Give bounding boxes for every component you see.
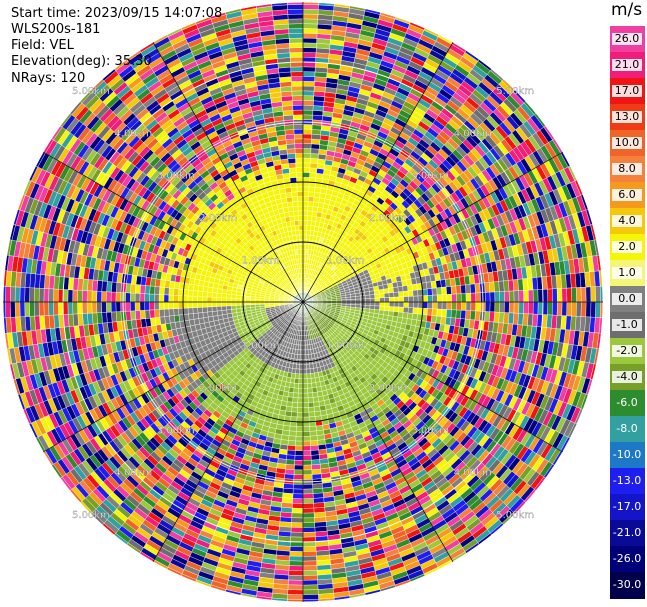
azimuth-spoke	[43, 301, 304, 453]
colorbar-tick-label: 4.0	[612, 215, 642, 227]
colorbar-cell	[610, 546, 645, 573]
azimuth-spoke	[302, 301, 563, 453]
range-label: 3.00km	[411, 425, 449, 436]
colorbar-cell	[610, 494, 645, 521]
range-label: 2.00km	[369, 213, 407, 224]
colorbar-tick-label: 17.0	[612, 85, 642, 97]
elevation-label: Elevation(deg): 35.30	[11, 54, 152, 69]
range-label: 5.00km	[496, 510, 534, 521]
field-label: Field: VEL	[11, 38, 74, 53]
azimuth-spoke	[302, 42, 454, 303]
range-label: 1.00km	[327, 340, 365, 351]
range-label: 5.00km	[72, 510, 110, 521]
colorbar-cell	[610, 416, 645, 443]
range-label: 2.00km	[199, 213, 237, 224]
range-label: 5.00km	[496, 86, 534, 97]
range-label: 4.00km	[454, 128, 492, 139]
range-labels: 1.00km 1.00km 1.00km 1.00km 2.00km 2.00km 2.00…	[72, 86, 534, 521]
start-time-label: Start time: 2023/09/15 14:07:08	[11, 6, 223, 21]
colorbar-cell	[610, 520, 645, 547]
colorbar-cell	[610, 442, 645, 469]
range-label: 5.00km	[72, 86, 110, 97]
colorbar-tick-label: -26.0	[612, 552, 642, 565]
colorbar-tick-label: -17.0	[612, 500, 642, 513]
range-label: 3.00km	[411, 171, 449, 182]
colorbar-tick-label: 10.0	[612, 137, 642, 149]
colorbar-tick-label: -8.0	[616, 422, 638, 435]
colorbar-tick-label: -1.0	[612, 319, 642, 331]
colorbar-cell	[610, 572, 645, 599]
range-label: 4.00km	[454, 468, 492, 479]
azimuth-spoke	[302, 301, 454, 562]
range-label: 2.00km	[369, 383, 407, 394]
range-label: 1.00km	[242, 340, 280, 351]
colorbar-tick-label: -2.0	[612, 345, 642, 357]
colorbar-cell	[610, 468, 645, 495]
colorbar-tick-label: -10.0	[612, 448, 642, 461]
range-label: 3.00km	[157, 425, 195, 436]
azimuth-spoke	[302, 151, 563, 303]
colorbar-tick-label: -6.0	[616, 396, 638, 409]
range-label: 1.00km	[327, 256, 365, 267]
range-label: 1.00km	[242, 256, 280, 267]
range-label: 4.00km	[114, 128, 152, 139]
colorbar-tick-label: 8.0	[612, 163, 642, 175]
nrays-label: NRays: 120	[11, 71, 86, 86]
azimuth-spoke	[43, 151, 304, 303]
colorbar-tick-label: 0.0	[612, 293, 642, 305]
instrument-label: WLS200s-181	[11, 22, 101, 37]
colorbar-tick-label: 2.0	[612, 241, 642, 253]
colorbar-tick-label: 26.0	[612, 33, 642, 45]
colorbar-tick-label: -21.0	[612, 526, 642, 539]
colorbar-tick-label: 13.0	[612, 111, 642, 123]
range-label: 4.00km	[114, 468, 152, 479]
range-rings-and-spokes	[2, 1, 604, 603]
colorbar-tick-label: -30.0	[612, 578, 642, 591]
colorbar-tick-label: -4.0	[612, 371, 642, 383]
colorbar-tick-label: 6.0	[612, 189, 642, 201]
colorbar-tick-label: -13.0	[612, 474, 642, 487]
colorbar-cell	[610, 390, 645, 417]
azimuth-spoke	[152, 42, 304, 303]
colorbar-tick-label: 1.0	[612, 267, 642, 279]
colorbar-tick-label: 21.0	[612, 59, 642, 71]
range-label: 3.00km	[157, 171, 195, 182]
azimuth-spoke	[152, 301, 304, 562]
colorbar-unit: m/s	[611, 0, 643, 20]
range-label: 2.00km	[199, 383, 237, 394]
